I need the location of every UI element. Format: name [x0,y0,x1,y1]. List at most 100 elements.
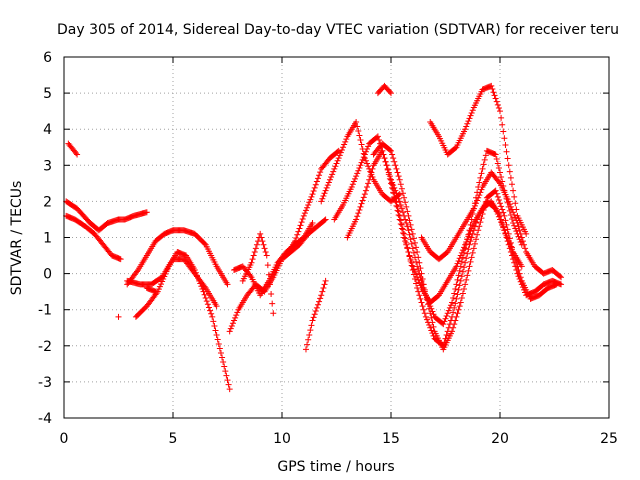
data-point [452,317,459,324]
data-point [462,245,469,252]
data-point [330,168,337,175]
data-point [403,220,410,227]
data-point [502,141,509,148]
data-point [430,311,437,318]
data-point [504,155,511,162]
data-point [357,203,364,210]
data-point [250,252,257,259]
data-point [321,217,328,224]
data-point [397,217,404,224]
data-point [320,192,327,199]
data-point [203,298,210,305]
data-point [510,187,517,194]
data-point [265,271,272,278]
data-point [507,203,514,210]
data-point [511,211,518,218]
series-trace-k [239,230,277,317]
data-point [456,255,463,262]
data-point [506,201,513,208]
data-point [467,258,474,265]
data-point [417,274,424,281]
data-point [355,128,362,135]
y-tick-label: -4 [38,411,52,427]
data-point [397,181,404,188]
data-point [361,191,368,198]
data-point [224,377,231,384]
data-point [426,322,433,329]
data-point [473,220,480,227]
data-point [386,146,393,153]
data-point [398,221,405,228]
data-point [314,175,321,182]
data-point [402,235,409,242]
data-point [384,165,391,172]
data-point [334,148,341,155]
data-point [225,381,232,388]
data-point [503,221,510,228]
data-point [354,213,361,220]
data-point [493,190,500,197]
data-point [317,295,324,302]
data-point [329,171,336,178]
data-point [324,182,331,189]
x-tick-label: 0 [60,431,69,447]
data-point [495,213,502,220]
data-point [469,230,476,237]
data-point [328,174,335,181]
data-point [482,198,489,205]
data-point [331,165,338,172]
data-point [406,253,413,260]
data-point [217,350,224,357]
data-point [428,327,435,334]
data-point [307,196,314,203]
data-point [490,89,497,96]
data-point [450,324,457,331]
data-point [477,189,484,196]
data-point [74,151,81,158]
data-point [223,372,230,379]
data-point [410,266,417,273]
data-point [422,292,429,299]
series-trace-s [388,147,525,328]
data-point [493,155,500,162]
data-point [295,228,302,235]
data-point [452,285,459,292]
data-point [429,319,436,326]
data-point [231,317,238,324]
data-point [492,205,499,212]
data-point [221,363,228,370]
data-point [248,259,255,266]
data-point [480,161,487,168]
data-point [454,310,461,317]
data-point [354,170,361,177]
data-point [471,202,478,209]
data-point [469,249,476,256]
data-point [495,197,502,204]
data-point [263,252,270,259]
data-point [423,294,430,301]
data-point [354,123,361,130]
data-point [446,304,453,311]
data-point [494,160,501,167]
data-point [413,258,420,265]
data-point [475,227,482,234]
data-point [364,160,371,167]
data-point [426,300,433,307]
data-point [261,245,268,252]
data-point [353,118,360,125]
data-point [465,267,472,274]
data-point [262,248,269,255]
data-point [162,270,169,277]
data-point [388,176,394,183]
data-point [359,197,366,204]
data-point [473,200,480,207]
data-point [268,291,275,298]
data-point [422,313,429,320]
data-point [380,151,387,158]
data-point [270,310,277,317]
data-point [463,240,470,247]
data-point [226,386,233,393]
data-point [258,234,265,241]
data-point [352,175,359,182]
